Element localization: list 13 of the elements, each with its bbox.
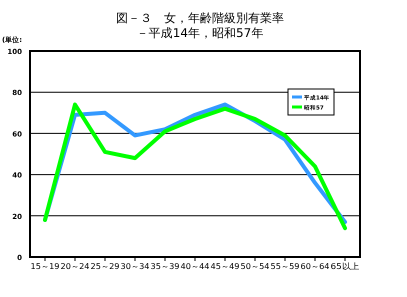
x-tick-label: 15～19: [30, 262, 60, 271]
chart-title: 図－３ 女，年齢階級別有業率: [116, 11, 284, 25]
x-tick-label: 25～29: [90, 262, 120, 271]
x-tick-label: 45～49: [210, 262, 240, 271]
x-tick-label: 20～24: [60, 262, 90, 271]
x-tick-label: 65以上: [330, 262, 360, 271]
x-tick-label: 55～59: [270, 262, 300, 271]
x-tick-label: 50～54: [240, 262, 270, 271]
x-tick-label: 60～64: [300, 262, 330, 271]
x-tick-label: 30～34: [120, 262, 150, 271]
chart-subtitle: －平成14年，昭和57年: [136, 26, 264, 40]
x-tick-label: 40～44: [180, 262, 210, 271]
x-tick-label: 35～39: [150, 262, 180, 271]
